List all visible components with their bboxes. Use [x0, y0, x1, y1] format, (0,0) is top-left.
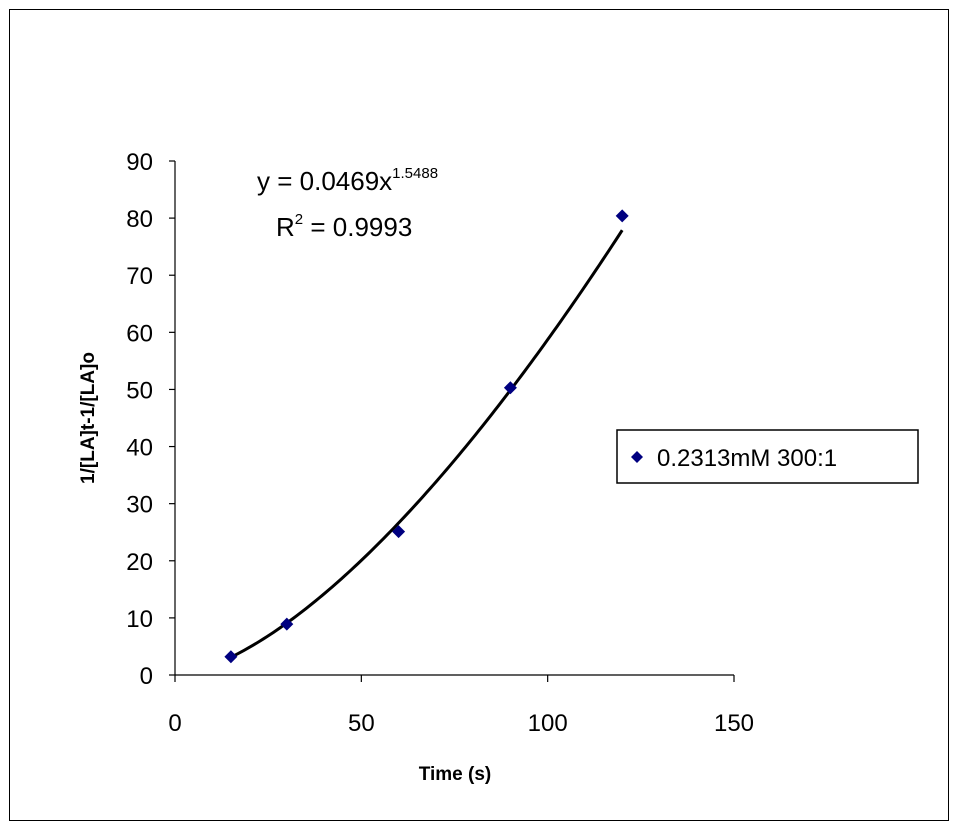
- legend-label: 0.2313mM 300:1: [657, 445, 837, 472]
- data-point-diamond: [280, 617, 294, 631]
- chart-frame: [9, 9, 949, 821]
- axes: [169, 160, 735, 682]
- r-squared: R2 = 0.9993: [276, 211, 412, 242]
- x-tick-label: 100: [528, 710, 568, 737]
- trendline-group: [230, 229, 624, 659]
- y-tick-label: 30: [126, 492, 153, 519]
- x-axis-title: Time (s): [419, 764, 492, 785]
- trendline-equation-base: y = 0.0469x: [257, 166, 392, 196]
- trendline: [230, 229, 624, 659]
- y-tick-label: 80: [126, 206, 153, 233]
- y-tick-label: 0: [140, 663, 153, 690]
- y-tick-label: 50: [126, 377, 153, 404]
- legend: 0.2313mM 300:1: [616, 429, 919, 484]
- tick-labels: 0 10 20 30 40 50 60 70 80 90 0 50 100 150: [126, 149, 754, 737]
- y-tick-label: 10: [126, 606, 153, 633]
- y-tick-label: 60: [126, 320, 153, 347]
- y-tick-label: 70: [126, 263, 153, 290]
- legend-marker-diamond: [631, 451, 643, 463]
- data-points: [224, 209, 629, 664]
- y-tick-label: 40: [126, 435, 153, 462]
- data-point-diamond: [224, 650, 238, 664]
- legend-box: [616, 429, 919, 484]
- y-axis-title: 1/[LA]t-1/[LA]o: [78, 352, 99, 484]
- y-tick-label: 90: [126, 149, 153, 176]
- x-tick-label: 50: [348, 710, 375, 737]
- trendline-equation-exponent: 1.5488: [392, 165, 438, 182]
- x-tick-label: 0: [168, 710, 181, 737]
- data-point-diamond: [503, 381, 517, 395]
- data-point-diamond: [392, 525, 406, 539]
- y-tick-label: 20: [126, 549, 153, 576]
- r-squared-value: = 0.9993: [303, 212, 412, 242]
- x-tick-label: 150: [714, 710, 754, 737]
- data-point-diamond: [615, 209, 629, 223]
- trendline-equation: y = 0.0469x1.5488: [257, 165, 438, 196]
- r-squared-exponent: 2: [295, 211, 303, 228]
- r-squared-base: R: [276, 212, 295, 242]
